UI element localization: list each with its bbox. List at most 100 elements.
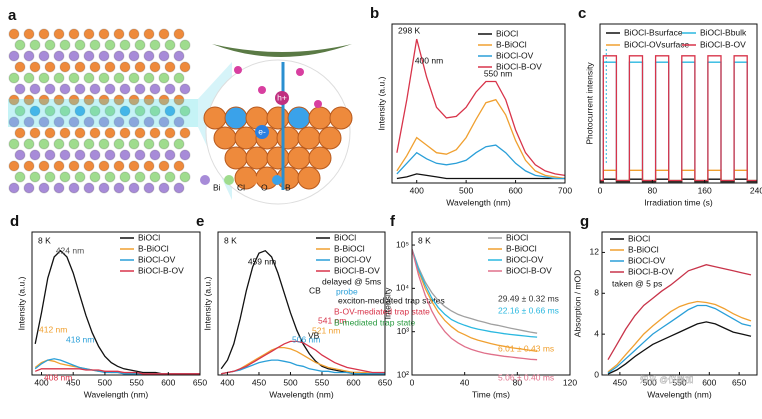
atom xyxy=(119,127,131,139)
molecule xyxy=(258,86,266,94)
series-line xyxy=(221,340,385,375)
atom xyxy=(68,116,80,128)
legend-label: Cl xyxy=(237,182,245,192)
legend-label: BiOCl-OV xyxy=(334,254,372,264)
atom xyxy=(173,116,185,128)
legend-label: BiOCl-OVsurface xyxy=(624,39,689,49)
atom xyxy=(113,72,125,84)
atom xyxy=(38,72,50,84)
atom xyxy=(158,94,170,106)
atom xyxy=(8,72,20,84)
atom xyxy=(158,116,170,128)
annotation: 6.01 ± 0.43 ms xyxy=(498,343,554,353)
atom xyxy=(179,171,191,183)
atom xyxy=(74,127,86,139)
atom xyxy=(8,160,20,172)
atom xyxy=(53,182,65,194)
series-line xyxy=(607,264,752,361)
atom xyxy=(89,61,101,73)
legend-label: BiOCl xyxy=(628,233,650,243)
atom xyxy=(173,72,185,84)
x-tick-label: 40 xyxy=(460,377,470,387)
x-tick-label: 600 xyxy=(702,377,716,387)
panel-label: f xyxy=(390,213,396,230)
atom xyxy=(53,72,65,84)
atom xyxy=(158,182,170,194)
y-axis-title: Intensity (a.u.) xyxy=(376,76,386,130)
atom xyxy=(158,50,170,62)
annotation: 8 K xyxy=(418,235,431,245)
atom xyxy=(149,127,161,139)
atom xyxy=(44,61,56,73)
x-axis-title: Wavelength (nm) xyxy=(446,197,511,207)
x-tick-label: 400 xyxy=(410,185,424,195)
x-tick-label: 0 xyxy=(598,185,603,195)
plot-frame xyxy=(31,231,201,376)
x-tick-label: 0 xyxy=(410,377,415,387)
sphere xyxy=(234,126,258,150)
atom xyxy=(23,116,35,128)
sphere xyxy=(245,146,269,170)
series-line xyxy=(412,249,538,338)
atom xyxy=(128,50,140,62)
atom xyxy=(164,83,176,95)
atom xyxy=(173,50,185,62)
atom xyxy=(38,182,50,194)
atom xyxy=(113,28,125,40)
x-tick-label: 450 xyxy=(613,377,627,387)
panel-label: b xyxy=(370,5,379,22)
atom xyxy=(44,83,56,95)
x-tick-label: 650 xyxy=(193,377,207,387)
legend-label: BiOCl-OV xyxy=(496,50,534,60)
legend-label: BiOCl-OV xyxy=(628,255,666,265)
atom xyxy=(53,138,65,150)
y-tick-label: 4 xyxy=(594,328,599,338)
atom xyxy=(14,149,26,161)
atom xyxy=(98,116,110,128)
atom xyxy=(119,61,131,73)
x-tick-label: 600 xyxy=(508,185,522,195)
y-axis-title: Intensity (a.u.) xyxy=(202,276,212,330)
atom xyxy=(98,138,110,150)
atom xyxy=(83,28,95,40)
atom xyxy=(83,160,95,172)
panel-label: g xyxy=(580,213,589,230)
atom xyxy=(119,105,131,117)
y-tick-label: 0 xyxy=(594,369,599,379)
plot xyxy=(412,248,538,361)
series-line xyxy=(600,178,757,183)
atom xyxy=(8,182,20,194)
atom xyxy=(104,149,116,161)
atom xyxy=(38,94,50,106)
atom xyxy=(59,61,71,73)
x-axis-title: Wavelength (nm) xyxy=(269,389,334,399)
legend-label: B-BiOCl xyxy=(628,244,659,254)
atom xyxy=(83,94,95,106)
molecule xyxy=(296,68,304,76)
x-axis-title: Irradiation time (s) xyxy=(644,197,713,207)
annotation: VB xyxy=(308,330,320,340)
sphere xyxy=(287,106,311,130)
atom xyxy=(143,72,155,84)
x-axis-title: Wavelength (nm) xyxy=(647,389,712,399)
atom xyxy=(119,83,131,95)
x-tick-label: 80 xyxy=(648,185,658,195)
electron-label: e- xyxy=(258,126,266,136)
atom xyxy=(59,105,71,117)
legend-label: BiOCl-B-OV xyxy=(334,265,380,275)
legend-label: BiOCl xyxy=(496,28,518,38)
panel-label: d xyxy=(10,213,19,230)
atom xyxy=(173,28,185,40)
atom xyxy=(173,94,185,106)
annotation: 408 nm xyxy=(44,372,72,382)
atom xyxy=(134,105,146,117)
sphere xyxy=(308,146,332,170)
atom xyxy=(29,127,41,139)
annotation: 298 K xyxy=(398,25,421,35)
atom xyxy=(83,72,95,84)
legend-label: BiOCl-Bbulk xyxy=(700,27,747,37)
atom xyxy=(8,50,20,62)
atom xyxy=(74,171,86,183)
sphere xyxy=(266,106,290,130)
atom xyxy=(149,171,161,183)
